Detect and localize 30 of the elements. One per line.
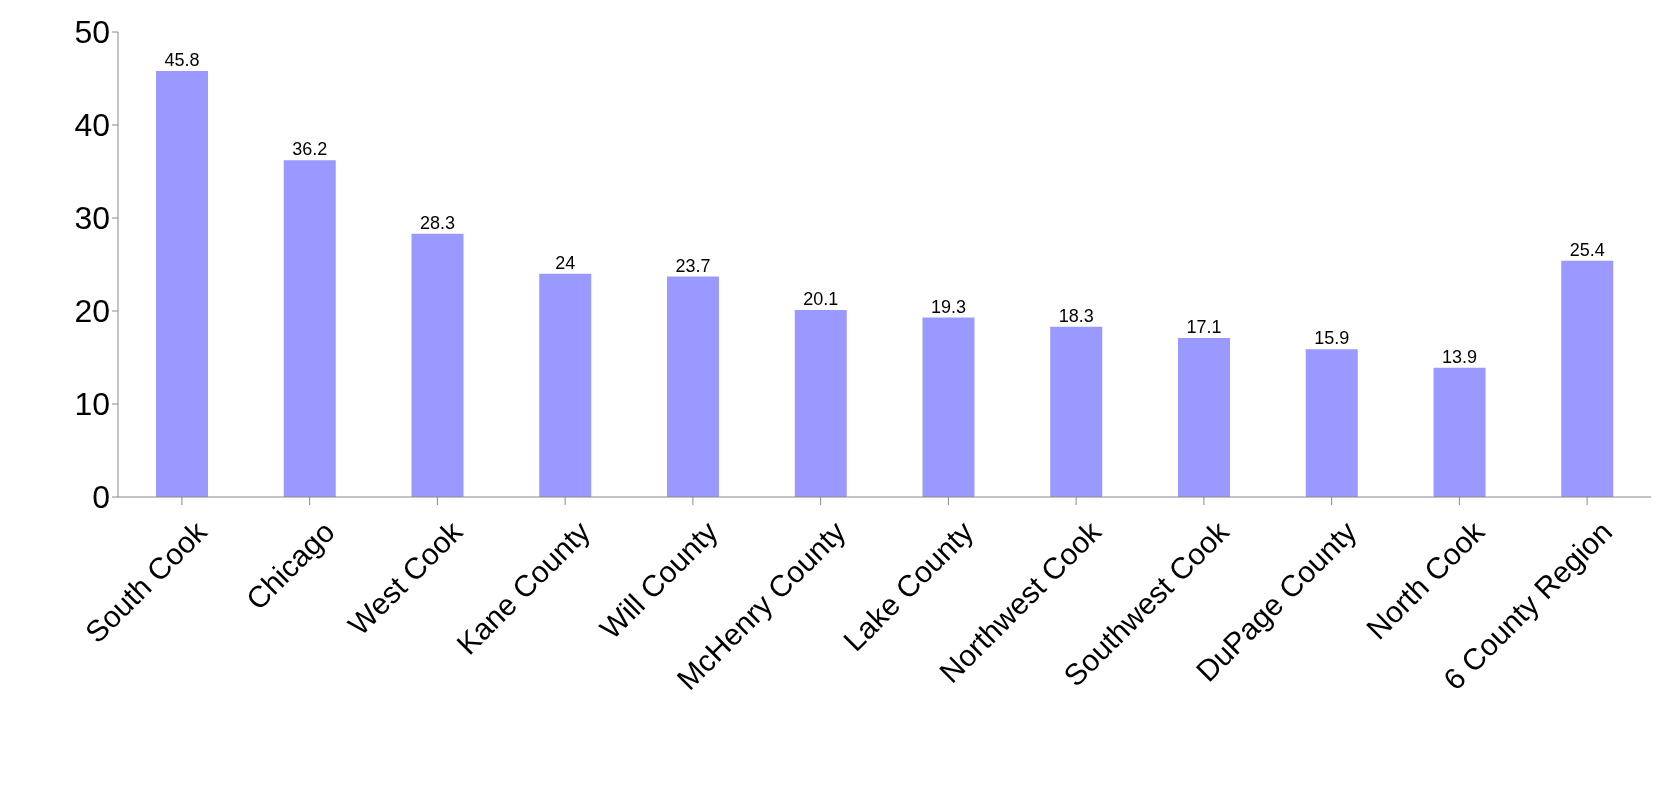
bar [922, 317, 975, 497]
bar [283, 160, 336, 497]
bar [794, 310, 847, 497]
bar [1433, 367, 1486, 497]
y-tick-label: 50 [74, 14, 110, 51]
y-tick-label: 40 [74, 107, 110, 144]
y-tick-label: 10 [74, 386, 110, 423]
data-label: 23.7 [675, 255, 711, 276]
data-label: 13.9 [1441, 346, 1478, 367]
bar [667, 276, 719, 497]
data-label: 25.4 [1569, 239, 1605, 260]
bar [411, 233, 464, 497]
bar [539, 273, 592, 497]
data-label: 36.2 [292, 139, 328, 160]
y-tick-label: 0 [92, 479, 110, 516]
data-label: 28.3 [419, 212, 456, 233]
data-label: 17.1 [1186, 316, 1222, 337]
data-label: 15.9 [1314, 328, 1350, 349]
bar [1050, 326, 1103, 497]
bar [1178, 337, 1230, 497]
data-label: 45.8 [164, 50, 200, 71]
bar [1561, 260, 1614, 497]
data-label: 19.3 [930, 296, 967, 317]
data-label: 24 [555, 252, 576, 273]
bar [1305, 349, 1358, 497]
data-label: 20.1 [803, 289, 839, 310]
y-tick-label: 20 [74, 293, 110, 330]
bar [156, 71, 208, 497]
data-label: 18.3 [1058, 305, 1094, 326]
y-tick-label: 30 [74, 200, 110, 237]
